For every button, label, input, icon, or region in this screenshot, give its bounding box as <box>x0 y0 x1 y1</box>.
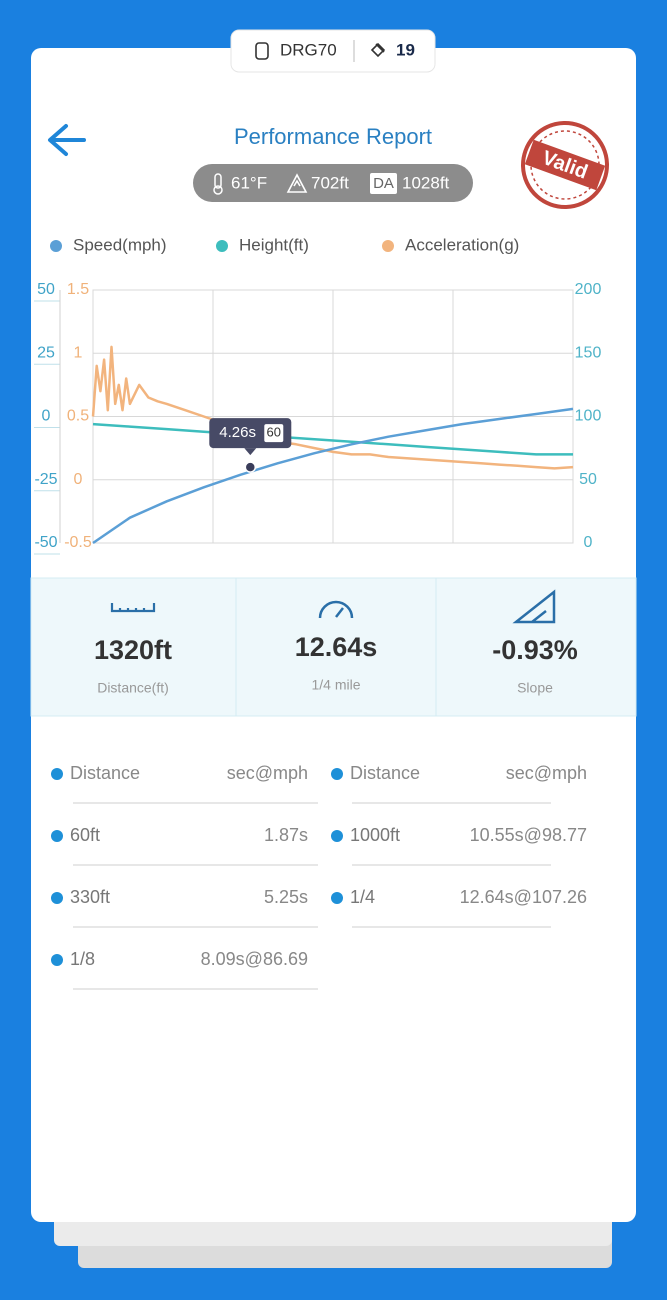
count: 19 <box>396 40 415 59</box>
ruler-icon <box>110 603 156 613</box>
tooltip-point <box>244 461 257 473</box>
temperature: 61°F <box>231 173 267 192</box>
stat-value: -0.93% <box>492 635 578 665</box>
device-badge[interactable] <box>230 29 436 73</box>
stamp-ring <box>521 121 609 209</box>
chart: -50 -25 0 25 50 -0.5 0 0.5 1 1.5 0 50 100 150 200 Speed… <box>34 235 602 555</box>
row-time: 12.64s@107.26 <box>460 887 587 907</box>
y-tick-label: 0 <box>42 408 51 425</box>
column-header: Distance <box>70 763 140 783</box>
row-bullet <box>331 768 343 780</box>
altitude: 702ft <box>311 173 349 192</box>
stat-value: 12.64s <box>295 632 378 662</box>
column-header: Distance <box>350 763 420 783</box>
column-header: sec@mph <box>227 763 308 783</box>
stat-cell <box>30 577 237 717</box>
y-tick-label: -25 <box>34 471 57 488</box>
legend-label: Acceleration(g) <box>405 235 519 254</box>
y-tick-label: 150 <box>575 344 602 361</box>
series-line <box>92 422 573 456</box>
thermometer-icon <box>214 173 222 189</box>
y-tick-label: 0 <box>584 534 593 551</box>
device-icon <box>255 42 269 60</box>
y-tick-label: 50 <box>579 471 597 488</box>
row-time: 1.87s <box>264 825 308 845</box>
thermometer-icon <box>213 185 223 195</box>
y-tick-label: 25 <box>37 344 55 361</box>
back-button[interactable] <box>48 124 86 156</box>
y-tick-label: 100 <box>575 408 602 425</box>
stat-value: 1320ft <box>94 635 172 665</box>
legend-swatch <box>50 240 62 252</box>
row-distance: 1/4 <box>350 887 375 907</box>
da-box <box>370 173 397 194</box>
tooltip-pointer <box>244 448 257 456</box>
y-tick-label: 200 <box>575 281 602 298</box>
title: Performance Report <box>234 124 432 149</box>
split-table: Distance sec@mph 60ft 1.87s 330ft 5.25s 1/8 8.0… <box>51 763 587 990</box>
tooltip-value: 60 <box>267 425 281 440</box>
altitude-icon <box>286 173 308 193</box>
stat-label: Slope <box>517 680 553 696</box>
row-time: 8.09s@86.69 <box>201 949 308 969</box>
column-header: sec@mph <box>506 763 587 783</box>
tooltip-time: 4.26s <box>219 424 256 441</box>
stat-label: 1/4 mile <box>311 677 360 693</box>
stamp-band <box>524 139 606 191</box>
row-time: 5.25s <box>264 887 308 907</box>
row-bullet <box>51 830 63 842</box>
legend-label: Speed(mph) <box>73 235 167 254</box>
slope-icon <box>512 589 556 624</box>
row-bullet <box>51 768 63 780</box>
conditions-pill <box>193 164 473 202</box>
y-tick-label: 1.5 <box>67 281 89 298</box>
row-bullet <box>51 892 63 904</box>
density-altitude: 1028ft <box>402 173 450 192</box>
y-tick-label: -0.5 <box>64 534 92 551</box>
y-tick-label: 0.5 <box>67 408 89 425</box>
stat-label: Distance(ft) <box>97 680 169 696</box>
series-line <box>92 407 574 545</box>
row-bullet <box>331 892 343 904</box>
row-bullet <box>51 954 63 966</box>
device-name: DRG70 <box>280 40 337 59</box>
y-tick-label: 1 <box>74 344 83 361</box>
stat-cell <box>435 577 637 717</box>
row-distance: 330ft <box>70 887 110 907</box>
legend-swatch <box>382 240 394 252</box>
gauge-icon <box>318 600 354 619</box>
legend-swatch <box>216 240 228 252</box>
stamp: Valid <box>521 121 609 209</box>
y-tick-label: -50 <box>34 534 57 551</box>
y-tick-label: 0 <box>74 471 83 488</box>
row-time: 10.55s@98.77 <box>470 825 587 845</box>
tooltip-badge <box>264 424 284 443</box>
count-icon <box>370 42 386 58</box>
row-distance: 60ft <box>70 825 100 845</box>
da-label: DA <box>373 175 394 192</box>
row-bullet <box>331 830 343 842</box>
gauge-icon <box>335 607 344 618</box>
row-distance: 1/8 <box>70 949 95 969</box>
legend-label: Height(ft) <box>239 235 309 254</box>
row-distance: 1000ft <box>350 825 400 845</box>
y-tick-label: 50 <box>37 281 55 298</box>
